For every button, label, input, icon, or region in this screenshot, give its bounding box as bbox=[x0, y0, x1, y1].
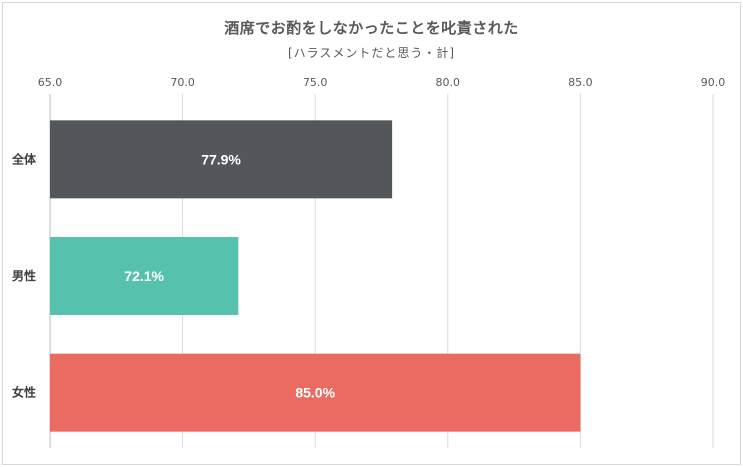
x-tick-label: 65.0 bbox=[38, 76, 63, 89]
bar-1 bbox=[50, 120, 393, 199]
x-tick-label: 80.0 bbox=[436, 76, 461, 89]
category-label: 女性 bbox=[12, 385, 36, 400]
bar-2 bbox=[50, 237, 239, 315]
category-label: 男性 bbox=[12, 268, 36, 283]
chart-title: 酒席でお酌をしなかったことを叱責された bbox=[224, 19, 519, 37]
data-label: 77.9% bbox=[201, 151, 241, 167]
x-tick-label: 85.0 bbox=[568, 76, 593, 89]
x-tick-label: 90.0 bbox=[701, 76, 726, 89]
x-tick-label: 70.0 bbox=[170, 76, 195, 89]
chart-subtitle: [ハラスメントだと思う・計] bbox=[287, 46, 456, 60]
bar-3 bbox=[50, 353, 581, 432]
data-label: 85.0% bbox=[295, 385, 335, 401]
x-tick-label: 75.0 bbox=[303, 76, 328, 89]
data-label: 72.1% bbox=[124, 268, 164, 284]
category-label: 全体 bbox=[11, 151, 37, 166]
